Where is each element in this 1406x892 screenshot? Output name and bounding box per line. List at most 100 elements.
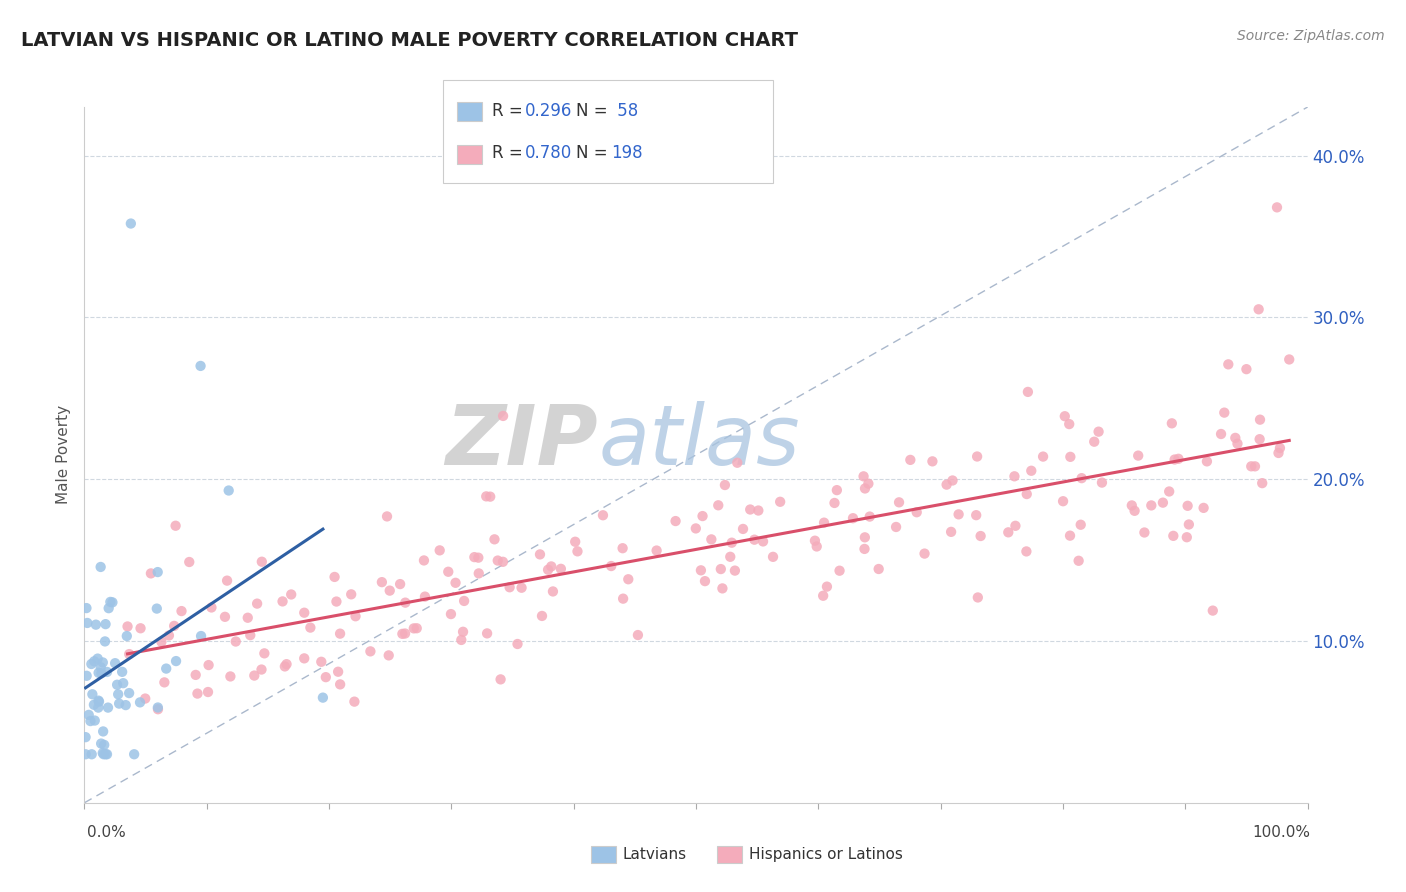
Point: [118, 686, 141, 700]
Point: [1265, 200, 1288, 214]
Point: [492, 555, 515, 569]
Point: [197, 685, 219, 699]
Point: [184, 668, 207, 682]
Point: [1163, 529, 1185, 543]
Point: [94, 747, 117, 762]
Point: [1059, 529, 1081, 543]
Point: [966, 591, 988, 605]
Point: [80, 747, 103, 762]
Point: [117, 619, 139, 633]
Point: [506, 637, 529, 651]
Point: [323, 570, 346, 584]
Point: [1226, 436, 1249, 450]
Point: [451, 624, 474, 639]
Point: [1163, 452, 1185, 467]
Point: [90, 560, 112, 574]
Point: [122, 747, 145, 762]
Point: [150, 635, 173, 649]
Point: [93, 747, 115, 762]
Point: [326, 665, 349, 679]
Point: [475, 626, 498, 640]
Point: [243, 668, 266, 682]
Text: 100.0%: 100.0%: [1253, 825, 1310, 840]
Point: [391, 627, 413, 641]
Point: [1268, 441, 1291, 455]
Point: [97, 700, 120, 714]
Point: [592, 508, 614, 523]
Text: atlas: atlas: [598, 401, 800, 482]
Point: [1160, 417, 1182, 431]
Point: [86, 651, 108, 665]
Point: [107, 687, 129, 701]
Point: [718, 549, 741, 564]
Point: [190, 359, 212, 373]
Point: [402, 621, 425, 635]
Text: N =: N =: [576, 145, 613, 162]
Point: [1017, 384, 1039, 399]
Point: [685, 521, 707, 535]
Text: LATVIAN VS HISPANIC OR LATINO MALE POVERTY CORRELATION CHART: LATVIAN VS HISPANIC OR LATINO MALE POVER…: [21, 31, 799, 50]
Point: [1249, 432, 1271, 446]
Point: [271, 594, 294, 608]
Point: [492, 409, 515, 423]
Point: [948, 508, 970, 522]
Point: [690, 563, 713, 577]
Point: [98, 595, 121, 609]
Point: [83, 654, 105, 668]
Point: [711, 582, 734, 596]
Point: [467, 550, 489, 565]
Point: [276, 657, 298, 672]
Point: [887, 495, 910, 509]
Point: [486, 553, 509, 567]
Point: [165, 518, 187, 533]
Point: [853, 482, 876, 496]
Point: [440, 607, 463, 621]
Point: [1240, 459, 1263, 474]
Point: [1175, 530, 1198, 544]
Point: [83, 714, 105, 728]
Point: [1004, 518, 1026, 533]
Point: [1140, 499, 1163, 513]
Point: [87, 665, 110, 680]
Point: [664, 514, 686, 528]
Point: [510, 581, 533, 595]
Point: [1059, 450, 1081, 464]
Point: [859, 509, 882, 524]
Point: [325, 594, 347, 608]
Point: [852, 469, 875, 483]
Point: [550, 562, 572, 576]
Point: [1247, 302, 1270, 317]
Point: [769, 495, 792, 509]
Point: [468, 566, 491, 581]
Text: Hispanics or Latinos: Hispanics or Latinos: [749, 847, 903, 862]
Point: [1087, 425, 1109, 439]
Point: [707, 498, 730, 512]
Point: [1202, 604, 1225, 618]
Point: [344, 609, 367, 624]
Point: [825, 483, 848, 497]
Point: [375, 509, 398, 524]
Point: [692, 509, 714, 524]
Point: [720, 535, 742, 549]
Point: [1004, 469, 1026, 483]
Point: [921, 454, 943, 468]
Point: [129, 621, 152, 635]
Point: [315, 670, 337, 684]
Point: [190, 629, 212, 643]
Point: [87, 693, 110, 707]
Point: [1159, 484, 1181, 499]
Point: [101, 595, 124, 609]
Point: [1032, 450, 1054, 464]
Point: [90, 737, 112, 751]
Point: [853, 530, 876, 544]
Point: [120, 217, 142, 231]
Point: [1225, 431, 1247, 445]
Point: [1195, 454, 1218, 468]
Point: [1015, 487, 1038, 501]
Point: [1067, 554, 1090, 568]
Point: [186, 687, 208, 701]
Point: [80, 657, 103, 671]
Point: [747, 503, 769, 517]
Point: [84, 617, 107, 632]
Point: [1091, 475, 1114, 490]
